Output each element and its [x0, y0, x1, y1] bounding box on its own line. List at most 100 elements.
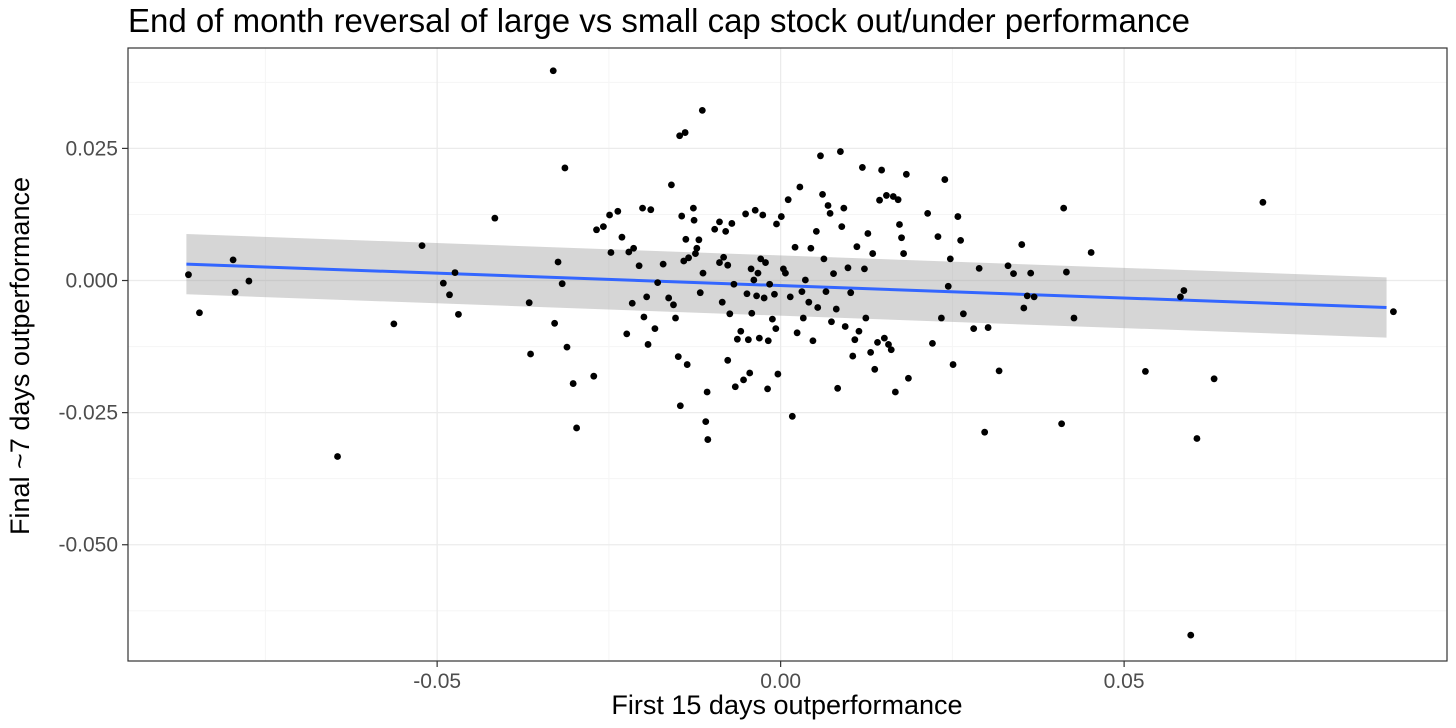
- data-point: [840, 204, 848, 212]
- data-point: [841, 323, 849, 330]
- x-tick-label: -0.05: [413, 670, 461, 693]
- data-point: [716, 259, 723, 266]
- data-point: [885, 341, 892, 348]
- data-point: [676, 132, 684, 140]
- data-point: [847, 289, 855, 297]
- data-point: [898, 234, 905, 242]
- x-tick-label: 0.05: [1104, 670, 1145, 693]
- data-point: [196, 309, 203, 317]
- data-point: [862, 314, 870, 322]
- data-point: [724, 261, 732, 269]
- regression-trend-line: [186, 262, 1387, 309]
- plot-panel-border: [127, 47, 1448, 662]
- data-point: [692, 250, 699, 257]
- data-point: [698, 106, 706, 114]
- data-point: [703, 388, 711, 396]
- data-point: [838, 223, 846, 231]
- data-point: [759, 211, 767, 219]
- data-point: [680, 257, 688, 265]
- data-point: [949, 361, 957, 368]
- data-point: [1063, 268, 1070, 276]
- data-point: [743, 290, 751, 298]
- data-point: [1193, 435, 1201, 442]
- data-point: [820, 255, 828, 263]
- minor-gridlines: [128, 48, 1447, 661]
- data-point: [1210, 375, 1218, 383]
- data-point: [1004, 262, 1012, 270]
- data-point: [1142, 368, 1149, 375]
- data-point: [905, 374, 912, 382]
- data-point: [753, 292, 760, 300]
- data-point: [984, 324, 992, 331]
- data-point: [766, 280, 774, 288]
- data-point: [1180, 287, 1188, 294]
- data-point: [711, 225, 719, 233]
- data-point: [654, 279, 662, 287]
- data-point: [678, 212, 686, 220]
- data-point: [889, 193, 897, 200]
- data-point: [751, 206, 759, 214]
- data-point: [1070, 314, 1078, 322]
- data-point: [1187, 631, 1195, 639]
- data-point: [944, 282, 952, 290]
- data-point: [527, 350, 534, 358]
- data-points: [185, 67, 1397, 639]
- data-point: [549, 67, 557, 75]
- data-point: [924, 210, 932, 217]
- data-point: [757, 255, 765, 263]
- data-point: [805, 298, 813, 306]
- data-point: [836, 148, 844, 155]
- data-point: [874, 338, 881, 346]
- data-point: [760, 294, 768, 302]
- data-point: [762, 259, 769, 266]
- data-point: [554, 258, 562, 266]
- data-point: [628, 299, 636, 307]
- y-axis-title: Final ~7 days outperformance: [5, 177, 35, 535]
- data-point: [869, 250, 877, 257]
- data-point: [231, 288, 239, 296]
- data-point: [630, 244, 638, 252]
- data-point: [647, 206, 655, 214]
- data-point: [957, 236, 965, 244]
- data-point: [975, 264, 983, 272]
- data-point: [690, 216, 698, 224]
- data-point: [750, 276, 758, 284]
- data-point: [883, 192, 890, 199]
- data-point: [573, 424, 580, 432]
- data-point: [954, 213, 962, 220]
- y-tick-label: -0.025: [58, 402, 118, 425]
- data-point: [644, 341, 652, 348]
- data-point: [590, 372, 598, 380]
- data-point: [817, 152, 824, 160]
- x-tick-label: 0.00: [760, 670, 801, 693]
- data-point: [668, 181, 675, 189]
- data-point: [819, 190, 826, 198]
- data-point: [784, 196, 792, 204]
- data-point: [959, 310, 967, 318]
- data-point: [607, 249, 615, 256]
- data-point: [702, 418, 710, 426]
- data-point: [754, 269, 762, 277]
- data-point: [946, 255, 954, 263]
- data-point: [1060, 204, 1068, 212]
- data-point: [643, 293, 651, 301]
- data-point: [689, 204, 697, 212]
- data-point: [755, 334, 763, 342]
- data-point: [1030, 293, 1038, 301]
- data-point: [773, 220, 780, 228]
- data-point: [1058, 420, 1066, 428]
- data-point: [867, 348, 875, 356]
- data-point: [876, 196, 883, 204]
- data-point: [742, 210, 749, 218]
- data-point: [599, 223, 607, 231]
- data-point: [569, 380, 577, 387]
- data-point: [941, 176, 949, 183]
- major-gridlines: [128, 48, 1447, 661]
- data-point: [861, 265, 868, 273]
- y-tick-label: 0.000: [65, 270, 118, 293]
- data-point: [334, 453, 341, 460]
- data-point: [1390, 308, 1397, 316]
- data-point: [726, 310, 734, 318]
- data-point: [764, 385, 771, 393]
